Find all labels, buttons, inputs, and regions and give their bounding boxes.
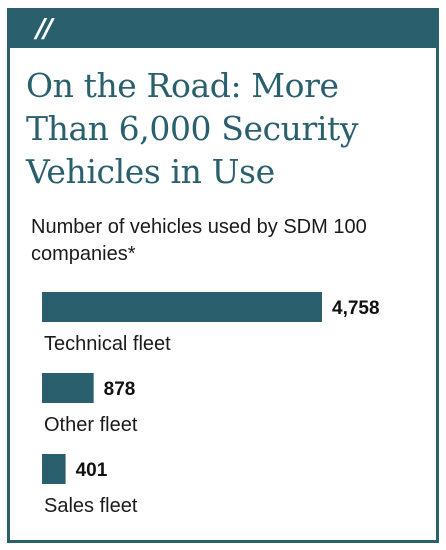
bar-other-fleet	[42, 373, 94, 403]
category-label: Sales fleet	[44, 495, 138, 517]
value-label: 401	[76, 460, 108, 481]
category-label: Technical fleet	[44, 333, 171, 355]
bar-sales-fleet	[42, 454, 66, 484]
chart-title: On the Road: More Than 6,000 Security Ve…	[26, 66, 359, 191]
value-label: 4,758	[332, 298, 380, 319]
chart-subtitle: Number of vehicles used by SDM 100 compa…	[31, 216, 367, 265]
bar-technical-fleet	[42, 292, 322, 322]
infographic-card: //	[7, 8, 439, 543]
category-label: Other fleet	[44, 414, 138, 436]
value-label: 878	[104, 379, 136, 400]
double-slash-mark: //	[36, 14, 53, 44]
header-band: //	[10, 11, 436, 48]
